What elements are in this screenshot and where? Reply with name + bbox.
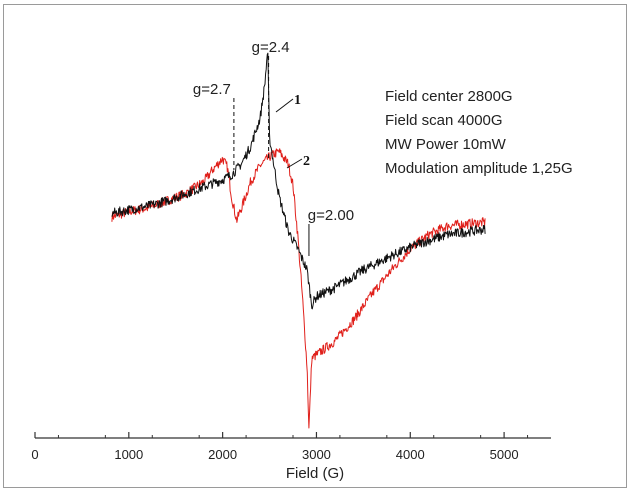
- x-tick-label: 0: [31, 447, 38, 462]
- x-tick-label: 4000: [396, 447, 425, 462]
- curve-1-label: 1: [294, 93, 301, 108]
- x-tick-label: 2000: [208, 447, 237, 462]
- g-value-label: g=2.7: [193, 81, 231, 98]
- acquisition-parameters: Field center 2800G Field scan 4000G MW P…: [385, 88, 573, 177]
- series-1-line: [111, 52, 486, 310]
- info-field-center: Field center 2800G: [385, 88, 513, 105]
- curve-1-leader: [275, 98, 294, 113]
- x-tick-label: 3000: [302, 447, 331, 462]
- series-2-line: [111, 148, 486, 429]
- chart-frame: [3, 4, 627, 488]
- info-field-scan: Field scan 4000G: [385, 112, 503, 129]
- x-tick-label: 1000: [114, 447, 143, 462]
- series-layer: [111, 52, 486, 429]
- g-value-annotations: g=2.7 g=2.4 g=2.00: [193, 39, 354, 256]
- x-tick-label: 5000: [490, 447, 519, 462]
- g-value-label: g=2.00: [308, 207, 354, 224]
- x-axis-title: Field (G): [286, 465, 344, 482]
- info-mw-power: MW Power 10mW: [385, 136, 507, 153]
- info-modulation-amplitude: Modulation amplitude 1,25G: [385, 160, 573, 177]
- curve-labels: 1 2: [275, 93, 310, 169]
- x-axis-ticks: [34, 432, 529, 438]
- x-axis-tick-labels: 0 1000 2000 3000 4000 5000: [31, 447, 518, 462]
- g-value-label: g=2.4: [252, 39, 290, 56]
- curve-2-label: 2: [303, 154, 310, 169]
- curve-2-leader: [286, 158, 303, 169]
